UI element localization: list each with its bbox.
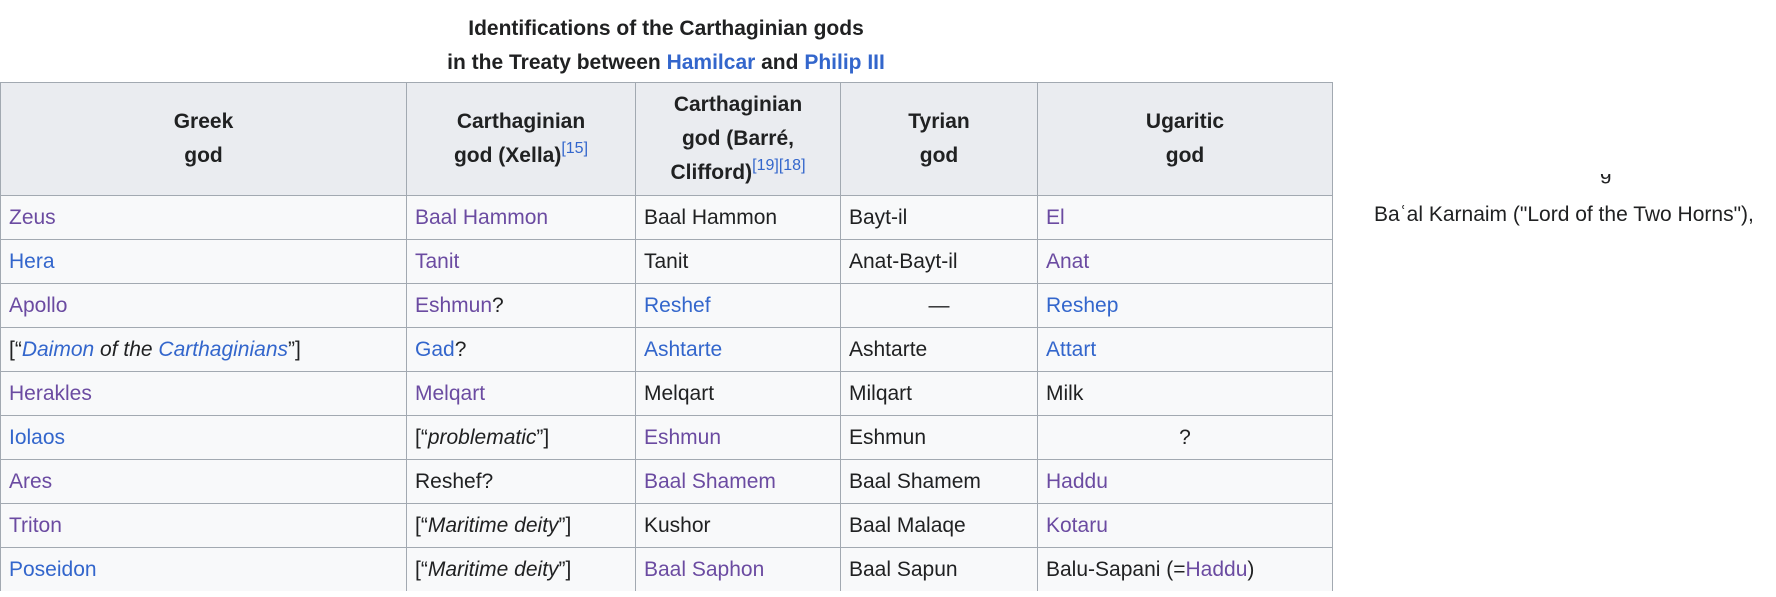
caption-line-2: in the Treaty between Hamilcar and Phili… xyxy=(447,51,885,74)
xella-god-text: Reshef? xyxy=(406,459,636,504)
daimon-link[interactable]: Daimon xyxy=(21,337,95,361)
greek-god-link[interactable]: Herakles xyxy=(9,381,92,405)
barre-god-link[interactable]: Eshmun xyxy=(644,425,722,449)
table-row: Iolaos [“problematic”] Eshmun Eshmun ? xyxy=(0,415,1333,460)
greek-god-link[interactable]: Triton xyxy=(9,513,62,537)
tyrian-god-text: Baal Malaqe xyxy=(840,503,1038,548)
greek-god-link[interactable]: Iolaos xyxy=(9,425,66,449)
tyrian-god-text: Baal Sapun xyxy=(840,547,1038,591)
tyrian-god-text: — xyxy=(840,283,1038,328)
header-carthaginian-xella: Carthaginian god (Xella)[15] xyxy=(406,82,636,196)
tyrian-god-text: Milqart xyxy=(840,371,1038,416)
barre-god-text: Tanit xyxy=(635,239,841,284)
barre-god-link[interactable]: Reshef xyxy=(644,293,711,317)
ugaritic-god-link[interactable]: Kotaru xyxy=(1046,513,1108,537)
ref-19-18-link[interactable]: [19][18] xyxy=(752,157,806,174)
ugaritic-god-link[interactable]: Haddu xyxy=(1046,469,1108,493)
ugaritic-god-link[interactable]: Haddu xyxy=(1185,557,1248,581)
table-row: Hera Tanit Tanit Anat-Bayt-il Anat xyxy=(0,239,1333,284)
ugaritic-god-text: ? xyxy=(1037,415,1333,460)
header-carthaginian-barre-clifford: Carthaginian god (Barré, Clifford)[19][18] xyxy=(635,82,841,196)
tyrian-god-text: Baal Shamem xyxy=(840,459,1038,504)
ref-15-link[interactable]: [15] xyxy=(561,140,589,157)
barre-god-text: Baal Hammon xyxy=(635,195,841,240)
header-tyrian-god: Tyrian god xyxy=(840,82,1038,196)
greek-god-link[interactable]: Zeus xyxy=(9,205,56,229)
table-row: Apollo Eshmun? Reshef — Reshep xyxy=(0,283,1333,328)
greek-god-link[interactable]: Apollo xyxy=(9,293,68,317)
greek-god-link[interactable]: Hera xyxy=(9,249,55,273)
xella-god-link[interactable]: Baal Hammon xyxy=(415,205,549,229)
header-row: Greek god Carthaginian god (Xella)[15] Car… xyxy=(0,82,1333,196)
article-body-text: Baʿal Karnaim ("Lord of the Two Horns"), xyxy=(1374,203,1754,226)
carthaginians-link[interactable]: Carthaginians xyxy=(158,337,289,361)
table-row: Poseidon [“Maritime deity”] Baal Saphon … xyxy=(0,547,1333,591)
ugaritic-god-link[interactable]: Reshep xyxy=(1046,293,1119,317)
barre-god-link[interactable]: Ashtarte xyxy=(644,337,723,361)
barre-god-text: Kushor xyxy=(635,503,841,548)
ugaritic-god-text: Milk xyxy=(1037,371,1333,416)
xella-god-link[interactable]: Melqart xyxy=(415,381,486,405)
tyrian-god-text: Bayt-il xyxy=(840,195,1038,240)
tyrian-god-text: Anat-Bayt-il xyxy=(840,239,1038,284)
greek-god-link[interactable]: Poseidon xyxy=(9,557,97,581)
barre-god-link[interactable]: Baal Saphon xyxy=(644,557,765,581)
barre-god-text: Melqart xyxy=(635,371,841,416)
hamilcar-link[interactable]: Hamilcar xyxy=(666,51,756,74)
table-row: Herakles Melqart Melqart Milqart Milk xyxy=(0,371,1333,416)
header-greek-god: Greek god xyxy=(0,82,407,196)
table-caption: Identifications of the Carthaginian gods… xyxy=(0,12,1332,80)
table-row: [“Daimon of the Carthaginians”] Gad? Ash… xyxy=(0,327,1333,372)
header-ugaritic-god: Ugaritic god xyxy=(1037,82,1333,196)
tyrian-god-text: Ashtarte xyxy=(840,327,1038,372)
identifications-table: Greek god Carthaginian god (Xella)[15] Car… xyxy=(0,82,1333,591)
xella-god-link[interactable]: Eshmun xyxy=(415,293,493,317)
xella-god-link[interactable]: Tanit xyxy=(415,249,460,273)
greek-god-link[interactable]: Ares xyxy=(9,469,53,493)
xella-god-link[interactable]: Gad xyxy=(415,337,455,361)
philip-iii-link[interactable]: Philip III xyxy=(804,51,885,74)
table-row: Zeus Baal Hammon Baal Hammon Bayt-il El xyxy=(0,195,1333,240)
ugaritic-god-link[interactable]: Anat xyxy=(1046,249,1090,273)
ugaritic-god-link[interactable]: Attart xyxy=(1046,337,1097,361)
table-row: Triton [“Maritime deity”] Kushor Baal Ma… xyxy=(0,503,1333,548)
barre-god-link[interactable]: Baal Shamem xyxy=(644,469,776,493)
clipped-text-fragment: g xyxy=(1600,174,1614,186)
table-row: Ares Reshef? Baal Shamem Baal Shamem Had… xyxy=(0,459,1333,504)
tyrian-god-text: Eshmun xyxy=(840,415,1038,460)
caption-line-1: Identifications of the Carthaginian gods xyxy=(468,17,864,40)
ugaritic-god-link[interactable]: El xyxy=(1046,205,1065,229)
